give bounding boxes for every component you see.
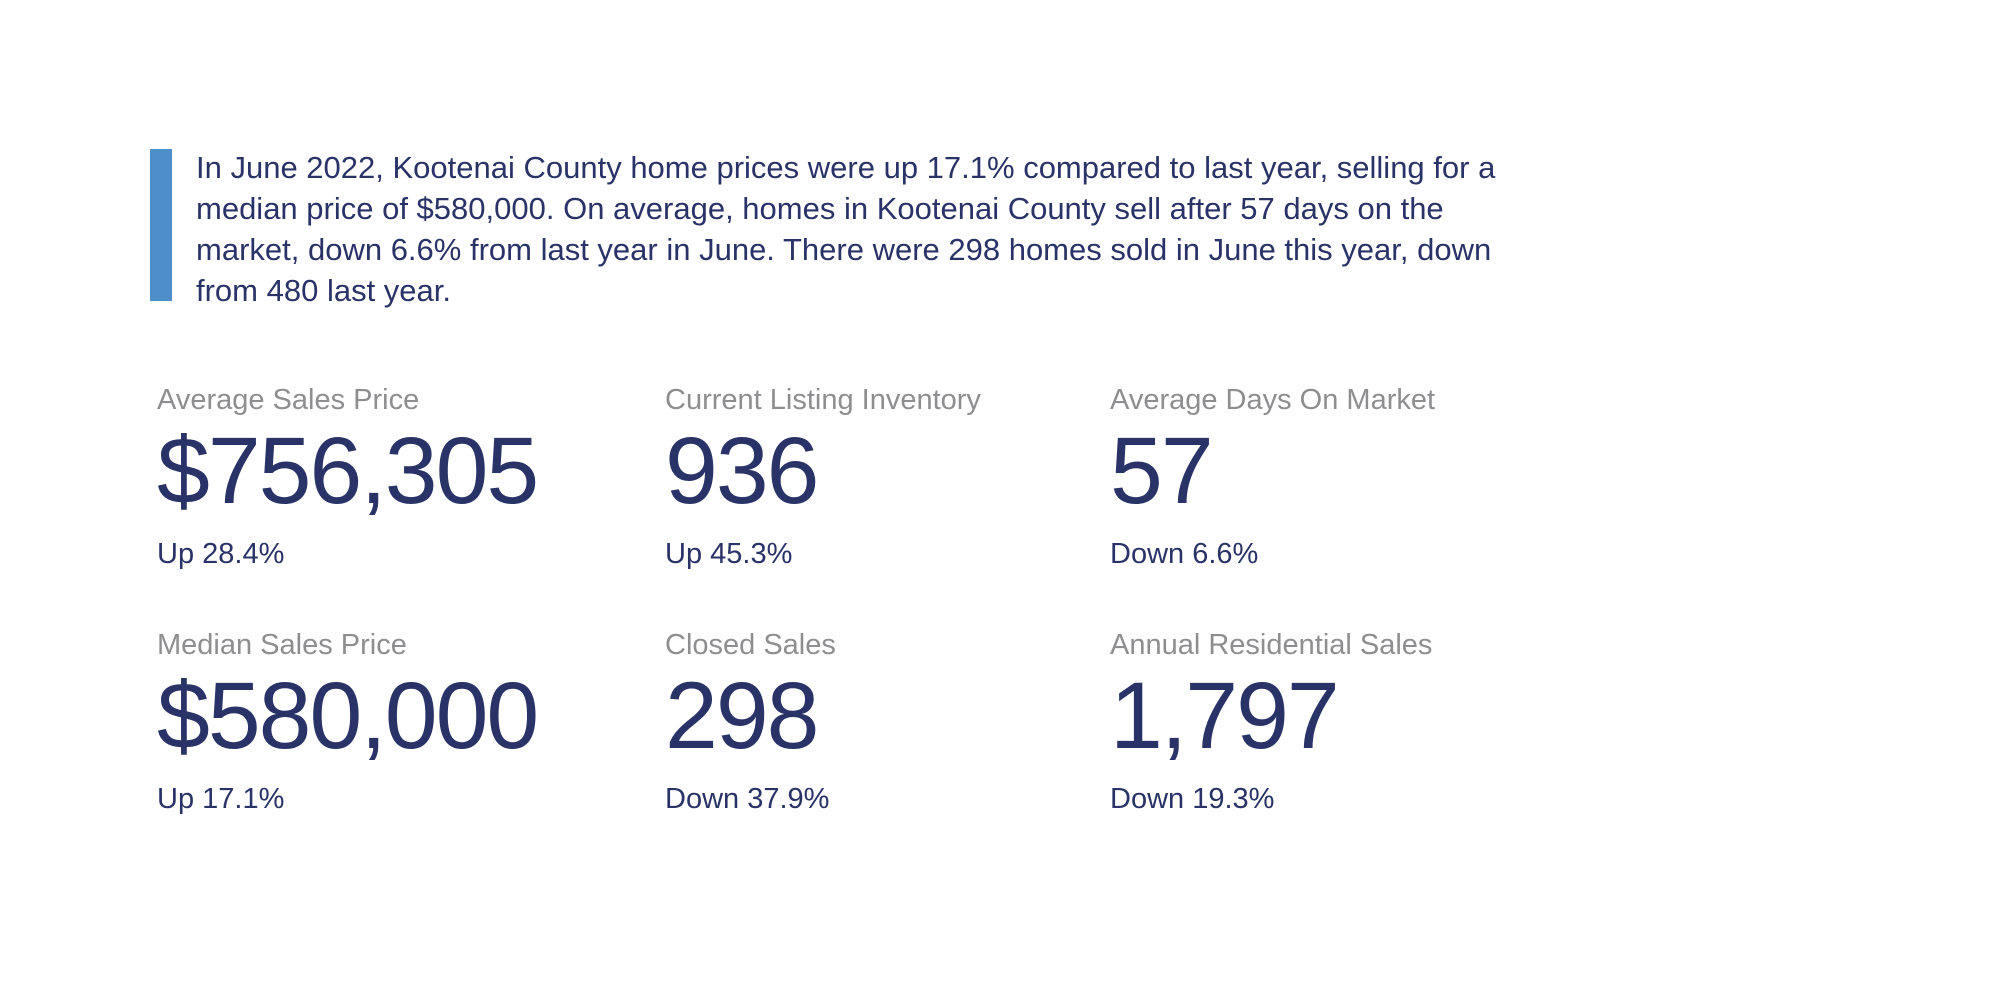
stat-label: Annual Residential Sales	[1110, 629, 1433, 661]
stat-change: Up 17.1%	[157, 783, 285, 815]
stat-label: Closed Sales	[665, 629, 836, 661]
stat-value: 298	[665, 663, 820, 769]
stat-change: Down 37.9%	[665, 783, 830, 815]
stat-change: Up 45.3%	[665, 538, 793, 570]
stat-closed-sales: Closed Sales 298 Down 37.9%	[665, 628, 1110, 873]
stat-average-days-on-market: Average Days On Market 57 Down 6.6%	[1110, 383, 1640, 628]
stat-current-listing-inventory: Current Listing Inventory 936 Up 45.3%	[665, 383, 1110, 628]
stat-label: Median Sales Price	[157, 629, 407, 661]
stat-value: $756,305	[157, 418, 539, 524]
stat-value: 936	[665, 418, 820, 524]
stat-label: Current Listing Inventory	[665, 384, 981, 416]
stat-value: 1,797	[1110, 663, 1340, 769]
stat-label: Average Sales Price	[157, 384, 420, 416]
stat-median-sales-price: Median Sales Price $580,000 Up 17.1%	[157, 628, 665, 873]
stat-label: Average Days On Market	[1110, 384, 1436, 416]
stat-value: $580,000	[157, 663, 539, 769]
market-summary-text: In June 2022, Kootenai County home price…	[196, 150, 1496, 308]
quote-accent-bar	[150, 149, 172, 301]
market-summary-quote: In June 2022, Kootenai County home price…	[150, 147, 1506, 311]
stat-annual-residential-sales: Annual Residential Sales 1,797 Down 19.3…	[1110, 628, 1640, 873]
stat-average-sales-price: Average Sales Price $756,305 Up 28.4%	[157, 383, 665, 628]
stat-change: Up 28.4%	[157, 538, 285, 570]
stat-change: Down 19.3%	[1110, 783, 1275, 815]
stat-change: Down 6.6%	[1110, 538, 1259, 570]
stat-value: 57	[1110, 418, 1214, 524]
stats-grid: Average Sales Price $756,305 Up 28.4% Cu…	[157, 383, 1640, 873]
